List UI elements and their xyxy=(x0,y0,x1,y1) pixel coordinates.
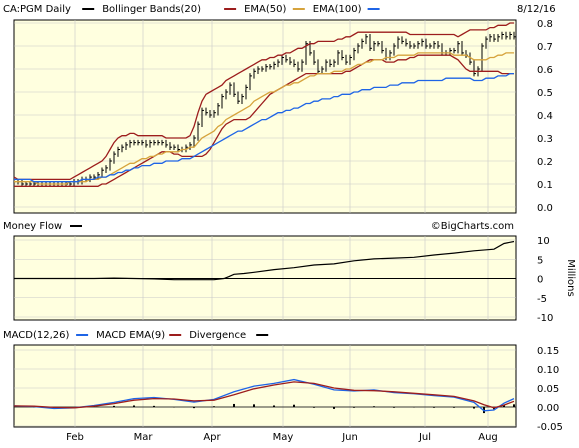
price-panel xyxy=(13,19,517,214)
price-legend-label: Bollinger Bands(20) xyxy=(102,4,201,15)
money-flow-tick-label: -10 xyxy=(537,313,553,324)
macd-line xyxy=(13,378,515,412)
macd-legend-swatch xyxy=(169,334,182,336)
date-label: 8/12/16 xyxy=(517,4,556,15)
money-flow-tick-label: 0 xyxy=(537,275,543,286)
macd-legend-swatch xyxy=(76,334,89,336)
macd-legend-label: MACD(12,26) xyxy=(3,330,70,341)
price-legend-swatch xyxy=(367,8,380,10)
money-flow-legend-swatch xyxy=(70,225,82,227)
macd-legend-label: Divergence xyxy=(189,330,246,341)
macd-tick-label: 0.05 xyxy=(537,384,559,395)
macd-legend-label: MACD EMA(9) xyxy=(96,330,165,341)
money-flow-tick-label: -5 xyxy=(537,294,547,305)
price-legend-label: CA:PGM Daily xyxy=(3,4,71,15)
macd-tick-label: 0.00 xyxy=(537,403,559,414)
price-tick-label: 0.8 xyxy=(537,19,553,30)
price-tick-label: 0.7 xyxy=(537,42,553,53)
macd-tick-label: 0.15 xyxy=(537,346,559,357)
money-flow-legend-label: Money Flow xyxy=(3,221,62,232)
x-tick-label: Jul xyxy=(418,432,431,443)
ema100-line xyxy=(14,72,514,183)
money-flow-line xyxy=(14,240,515,281)
x-tick-label: Mar xyxy=(134,432,154,443)
price-tick-label: 0.1 xyxy=(537,180,553,191)
x-tick-label: Aug xyxy=(478,432,498,443)
bollinger-lower-line xyxy=(14,54,514,187)
price-legend-swatch xyxy=(292,8,305,10)
price-legend-swatch xyxy=(82,8,95,10)
watermark: ©BigCharts.com xyxy=(431,221,514,232)
price-tick-label: 0.3 xyxy=(537,134,553,145)
macd-legend-swatch xyxy=(256,334,269,336)
macd-panel xyxy=(13,344,517,428)
price-legend-label: EMA(50) xyxy=(244,4,286,15)
macd-tick-label: 0.10 xyxy=(537,365,559,376)
x-tick-label: Feb xyxy=(66,432,84,443)
x-tick-label: Jun xyxy=(341,432,358,443)
ema50-line xyxy=(14,52,514,185)
x-tick-label: Apr xyxy=(203,432,221,443)
macd-tick-label: -0.05 xyxy=(537,422,563,433)
macd-ema-line xyxy=(13,381,515,409)
price-tick-label: 0.0 xyxy=(537,203,553,214)
price-legend-label: EMA(100) xyxy=(313,4,362,15)
price-tick-label: 0.5 xyxy=(537,88,553,99)
price-tick-label: 0.2 xyxy=(537,157,553,168)
x-tick-label: May xyxy=(273,432,294,443)
money-flow-tick-label: 5 xyxy=(537,255,543,266)
price-tick-label: 0.4 xyxy=(537,111,553,122)
money-flow-tick-label: 10 xyxy=(537,236,550,247)
bollinger-upper-line xyxy=(13,22,514,181)
price-legend-swatch xyxy=(224,8,237,10)
price-tick-label: 0.6 xyxy=(537,65,553,76)
money-flow-ylabel: Millions xyxy=(565,259,576,296)
